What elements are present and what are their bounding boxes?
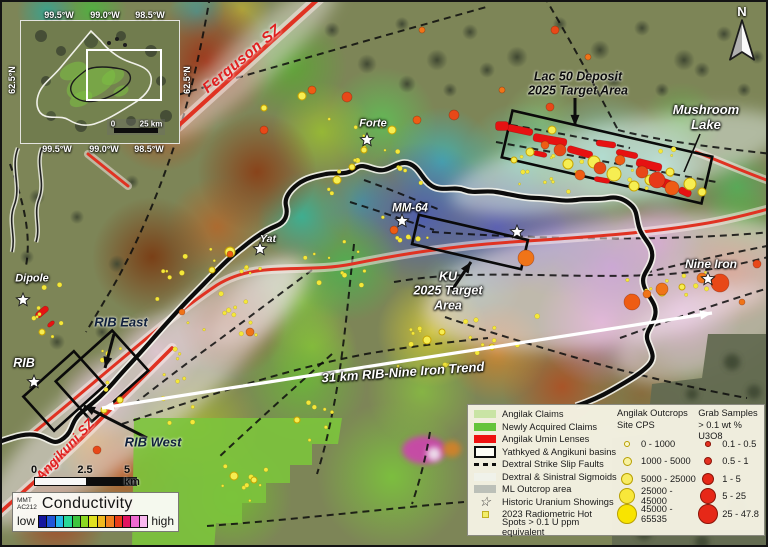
legend-circle-row: 25000 - 45000 <box>617 486 698 507</box>
swatch-symbol <box>474 410 496 419</box>
conductivity-low-label: low <box>17 514 36 528</box>
legend-item-label: Dextral & Sinistral Sigmoids <box>502 471 617 482</box>
legend-range-label: 5000 - 25000 <box>641 473 696 484</box>
legend-item: Spots > 0.1 U ppm equivalent <box>474 517 617 537</box>
legend-item-label: Newly Acquired Claims <box>502 421 598 432</box>
legend-item: Dextral Strike Slip Faults <box>474 458 617 470</box>
star-symbol: ☆ <box>479 494 491 510</box>
legend-range-label: 0.5 - 1 <box>722 456 749 467</box>
legend-outcrops-column: Angilak Outcrops Site CPS 0 - 1000 1000 -… <box>617 408 698 533</box>
map-legend: Angilak Claims Newly Acquired Claims Angil… <box>467 404 765 537</box>
legend-circle-row: 0 - 1000 <box>617 435 698 453</box>
legend-circle-row: 5000 - 25000 <box>617 470 698 488</box>
scale-bar: 0 2.5 5 km <box>28 464 144 488</box>
conductivity-color-ramp <box>38 514 149 528</box>
legend-item-label: Angilak Claims <box>502 409 564 420</box>
square-symbol <box>474 510 496 518</box>
north-arrow: N <box>722 4 762 68</box>
legend-circle-row: 5 - 25 <box>698 488 762 506</box>
outcrops-header-line2: Site CPS <box>617 419 655 430</box>
legend-range-label: 0.1 - 0.5 <box>722 438 757 449</box>
conductivity-source-line1: MMT <box>17 496 32 504</box>
conductivity-source-line2: AC212 <box>17 504 37 511</box>
legend-item: Newly Acquired Claims <box>474 420 617 432</box>
scale-mid: 2.5 <box>77 464 93 476</box>
scale-zero: 0 <box>30 464 38 476</box>
grabs-header: Grab Samples > 0.1 wt % U3O8 <box>698 408 762 441</box>
inset-lon-label: 98.5°W <box>135 10 165 20</box>
legend-circle-row: 0.1 - 0.5 <box>698 435 762 453</box>
outcrops-header: Angilak Outcrops Site CPS <box>617 408 698 433</box>
outcrops-header-line1: Angilak Outcrops <box>617 408 688 418</box>
conductivity-title: Conductivity <box>41 495 133 512</box>
legend-item-label: Dextral Strike Slip Faults <box>502 459 604 470</box>
inset-lon-label: 99.5°W <box>42 144 72 154</box>
inset-lat-label: 62.5°N <box>182 66 192 94</box>
legend-item: Angilak Umin Lenses <box>474 433 617 445</box>
conductivity-high-label: high <box>151 514 174 528</box>
swatch-symbol <box>474 472 496 481</box>
swatch-symbol <box>474 435 496 444</box>
legend-circle-row: 45000 - 65535 <box>617 503 698 524</box>
legend-circle-row: 1000 - 5000 <box>617 453 698 471</box>
swatch-symbol <box>474 422 496 431</box>
grabs-header-line2: > 0.1 wt % U3O8 <box>698 419 742 442</box>
grabs-header-line1: Grab Samples <box>698 408 758 418</box>
legend-item-label: ML Outcrop area <box>502 484 572 495</box>
legend-grabs-column: Grab Samples > 0.1 wt % U3O8 0.1 - 0.5 0.… <box>698 408 762 533</box>
legend-range-label: 5 - 25 <box>722 491 746 502</box>
swatch-symbol <box>474 485 496 494</box>
inset-lon-label: 98.5°W <box>134 144 164 154</box>
legend-item: ML Outcrop area <box>474 483 617 495</box>
legend-range-label: 1000 - 5000 <box>641 456 691 467</box>
legend-symbols-column: Angilak Claims Newly Acquired Claims Angil… <box>474 408 617 537</box>
legend-range-label: 45000 - 65535 <box>641 503 673 524</box>
legend-item: Yathkyed & Angikuni basins <box>474 445 617 458</box>
inset-scale-zero: 0 <box>110 119 116 129</box>
legend-item-label: Angilak Umin Lenses <box>502 434 590 445</box>
north-arrow-icon <box>729 19 755 61</box>
legend-item: ☆ Historic Uranium Showings <box>474 495 617 508</box>
legend-item-label: 2023 Radiometric Hot <box>502 509 592 520</box>
conductivity-legend: MMT AC212 Conductivity low high <box>12 492 179 532</box>
inset-lon-label: 99.0°W <box>90 10 120 20</box>
inset-lat-label: 62.5°N <box>7 66 17 94</box>
legend-circle-row: 25 - 47.8 <box>698 503 762 524</box>
inset-scale-label: 25 km <box>139 119 163 129</box>
legend-circle-row: 0.5 - 1 <box>698 453 762 471</box>
outline-symbol <box>474 445 496 458</box>
north-label: N <box>737 4 747 19</box>
legend-circle-row: 1 - 5 <box>698 470 762 488</box>
legend-item: 2023 Radiometric Hot <box>474 508 617 520</box>
legend-item-label: Yathkyed & Angikuni basins <box>502 446 617 457</box>
inset-lon-label: 99.0°W <box>89 144 119 154</box>
legend-item: Dextral & Sinistral Sigmoids <box>474 470 617 482</box>
legend-range-label: 25000 - 45000 <box>641 486 673 507</box>
legend-range-label: 1 - 5 <box>722 473 741 484</box>
inset-overview-map <box>20 20 180 144</box>
legend-item: Angilak Claims <box>474 408 617 420</box>
inset-lon-label: 99.5°W <box>44 10 74 20</box>
conductivity-source: MMT AC212 <box>17 497 37 512</box>
dashes-symbol <box>474 462 496 466</box>
legend-item-label: Spots > 0.1 U ppm equivalent <box>502 516 580 537</box>
legend-range-label: 0 - 1000 <box>641 438 676 449</box>
scale-end: 5 km <box>124 464 140 488</box>
legend-item-label: Historic Uranium Showings <box>502 496 614 507</box>
scale-bar-graphic <box>34 477 137 486</box>
legend-range-label: 25 - 47.8 <box>722 508 759 519</box>
